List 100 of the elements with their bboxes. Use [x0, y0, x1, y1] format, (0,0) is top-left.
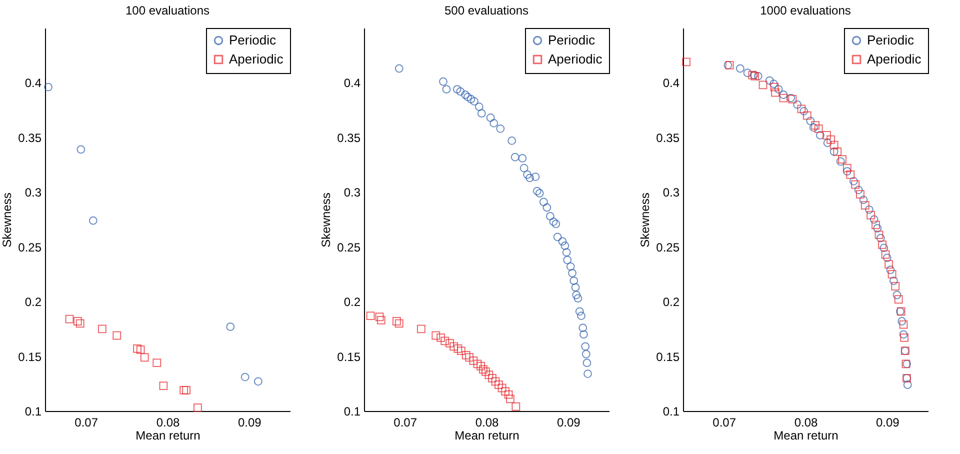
- x-tick-label: 0.09: [876, 416, 900, 430]
- point: [526, 174, 534, 182]
- y-tick-label: 0.35: [18, 130, 42, 145]
- y-tick-label: 0.25: [18, 240, 42, 254]
- point: [194, 404, 202, 412]
- y-tick-label: 0.15: [656, 350, 680, 364]
- y-tick-label: 0.2: [24, 295, 42, 310]
- point: [535, 189, 544, 198]
- point: [793, 100, 802, 109]
- point: [560, 242, 570, 250]
- point: [466, 94, 476, 104]
- x-axis-title: Mean return: [774, 428, 838, 442]
- point: [446, 338, 454, 348]
- point: [873, 224, 882, 232]
- point: [496, 124, 505, 133]
- point: [582, 358, 592, 368]
- chart-title: 500 evaluations: [444, 4, 529, 18]
- point: [479, 365, 488, 374]
- point: [488, 374, 496, 382]
- point: [76, 145, 86, 154]
- point: [770, 82, 779, 92]
- point: [870, 215, 878, 224]
- point: [486, 114, 495, 122]
- y-tick-label: 0.4: [662, 76, 680, 90]
- point: [568, 268, 576, 278]
- point: [470, 97, 478, 106]
- point: [552, 220, 560, 228]
- y-tick-label: 0.35: [337, 130, 361, 145]
- point: [574, 294, 582, 302]
- point: [833, 147, 842, 156]
- point: [769, 80, 778, 88]
- point: [416, 324, 426, 334]
- legend-label: Aperiodic: [229, 52, 284, 66]
- point: [826, 135, 836, 144]
- point: [570, 276, 578, 285]
- point: [558, 237, 567, 246]
- x-tick-label: 0.09: [238, 416, 262, 430]
- y-tick-label: 0.2: [344, 295, 361, 310]
- point: [874, 230, 884, 240]
- point: [375, 312, 384, 322]
- point: [469, 356, 478, 365]
- point: [864, 205, 874, 214]
- point: [180, 386, 188, 394]
- point: [254, 377, 262, 386]
- point: [860, 201, 870, 210]
- x-tick-label: 0.08: [794, 416, 818, 430]
- point: [465, 353, 474, 362]
- point: [133, 344, 142, 353]
- point: [464, 92, 472, 102]
- point: [577, 312, 586, 320]
- point: [76, 319, 84, 328]
- y-tick-label: 0.3: [344, 186, 361, 200]
- point: [572, 290, 581, 300]
- y-tick-label: 0.3: [24, 186, 42, 200]
- point: [575, 307, 584, 316]
- point: [454, 344, 462, 353]
- point: [88, 216, 98, 225]
- legend-label: Periodic: [867, 32, 914, 48]
- x-tick-label: 0.07: [394, 416, 418, 430]
- y-tick-label: 0.4: [24, 76, 42, 90]
- point: [582, 350, 590, 358]
- point: [899, 320, 908, 329]
- point: [765, 76, 774, 85]
- legend-label: Aperiodic: [867, 52, 922, 66]
- point: [542, 203, 552, 212]
- point: [899, 330, 908, 339]
- point: [456, 87, 465, 96]
- point: [846, 170, 855, 179]
- point: [881, 250, 890, 259]
- point: [477, 109, 486, 118]
- point: [892, 290, 902, 300]
- point: [473, 360, 482, 368]
- point: [866, 210, 876, 220]
- point: [779, 90, 788, 99]
- point: [797, 104, 806, 114]
- point: [822, 131, 831, 140]
- point: [743, 68, 752, 78]
- point: [774, 85, 783, 94]
- point: [450, 342, 458, 351]
- y-tick-label: 0.4: [344, 76, 361, 90]
- point: [878, 240, 886, 249]
- point: [579, 330, 588, 339]
- point: [518, 154, 527, 162]
- point: [903, 380, 912, 389]
- point: [481, 367, 490, 376]
- point: [152, 358, 162, 368]
- x-tick-label: 0.07: [712, 416, 736, 430]
- point: [842, 167, 852, 176]
- point: [736, 64, 744, 73]
- point: [779, 94, 788, 102]
- point: [830, 140, 838, 150]
- point: [366, 312, 375, 320]
- point: [682, 58, 690, 66]
- point: [851, 180, 860, 189]
- point: [584, 370, 592, 378]
- point: [436, 333, 445, 342]
- point: [563, 256, 572, 264]
- y-tick-label: 0.3: [662, 186, 680, 200]
- point: [549, 217, 558, 226]
- point: [859, 196, 868, 204]
